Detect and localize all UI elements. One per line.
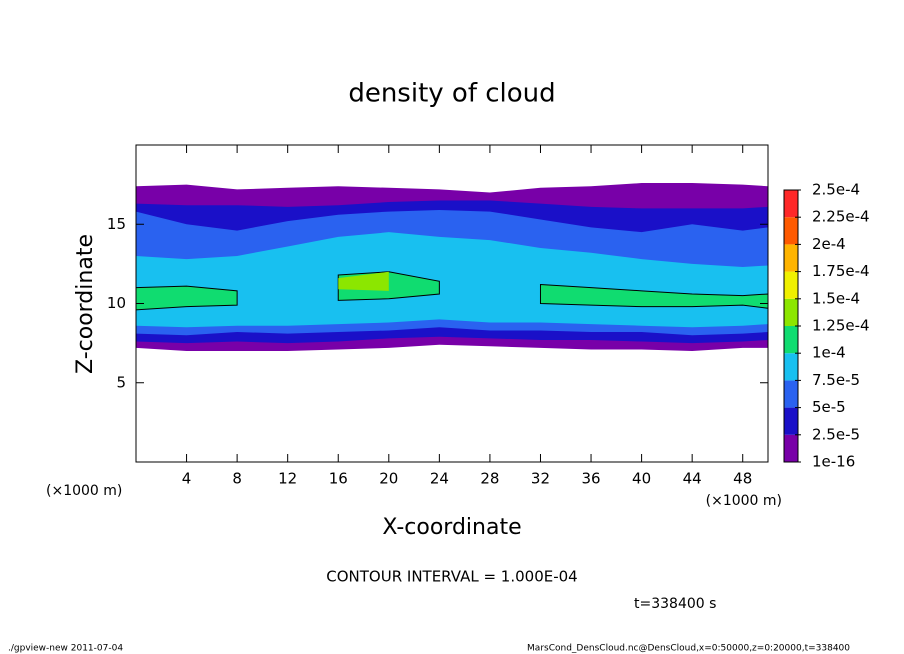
x-tick-label: 36 xyxy=(581,470,600,488)
x-tick-label: 4 xyxy=(182,470,192,488)
colorbar-label: 2e-4 xyxy=(812,235,846,253)
footer-right: MarsCond_DensCloud.nc@DensCloud,x=0:5000… xyxy=(527,644,850,654)
colorbar-label: 1.5e-4 xyxy=(812,289,860,307)
x-tick-label: 28 xyxy=(480,470,499,488)
colorbar-band xyxy=(784,434,798,462)
y-axis-label: Z-coordinate xyxy=(73,234,98,374)
colorbar-label: 7.5e-5 xyxy=(812,371,860,389)
x-tick-label: 20 xyxy=(379,470,398,488)
x-tick-label: 44 xyxy=(683,470,702,488)
x-tick-label: 8 xyxy=(232,470,242,488)
colorbar-band xyxy=(784,244,798,272)
x-tick-label: 32 xyxy=(531,470,550,488)
density-layer xyxy=(338,271,389,291)
contour-note: CONTOUR INTERVAL = 1.000E-04 xyxy=(326,568,577,586)
x-tick-label: 48 xyxy=(733,470,752,488)
colorbar-label: 1e-4 xyxy=(812,344,846,362)
y-tick-label: 5 xyxy=(116,373,126,391)
colorbar-band xyxy=(784,190,798,218)
y-unit: (×1000 m) xyxy=(46,483,122,499)
time-note: t=338400 s xyxy=(634,596,716,612)
x-axis-label: X-coordinate xyxy=(382,515,521,540)
colorbar-label: 2.5e-4 xyxy=(812,181,860,199)
colorbar-label: 1.75e-4 xyxy=(812,262,870,280)
x-tick-label: 16 xyxy=(329,470,348,488)
colorbar-label: 2.25e-4 xyxy=(812,208,870,226)
colorbar-label: 2.5e-5 xyxy=(812,425,860,443)
x-tick-label: 40 xyxy=(632,470,651,488)
colorbar-label: 5e-5 xyxy=(812,398,846,416)
x-tick-label: 12 xyxy=(278,470,297,488)
x-tick-label: 24 xyxy=(430,470,449,488)
y-tick-label: 15 xyxy=(107,215,126,233)
y-tick-label: 10 xyxy=(107,294,126,312)
colorbar-band xyxy=(784,353,798,381)
colorbar-band xyxy=(784,298,798,326)
colorbar-band xyxy=(784,380,798,408)
colorbar-band xyxy=(784,326,798,354)
colorbar-label: 1e-16 xyxy=(812,453,855,471)
chart-title: density of cloud xyxy=(348,79,555,109)
colorbar-band xyxy=(784,271,798,299)
x-unit: (×1000 m) xyxy=(706,493,782,509)
colorbar-label: 1.25e-4 xyxy=(812,317,870,335)
colorbar-band xyxy=(784,217,798,245)
footer-left: ./gpview-new 2011-07-04 xyxy=(8,644,123,654)
colorbar-band xyxy=(784,407,798,435)
